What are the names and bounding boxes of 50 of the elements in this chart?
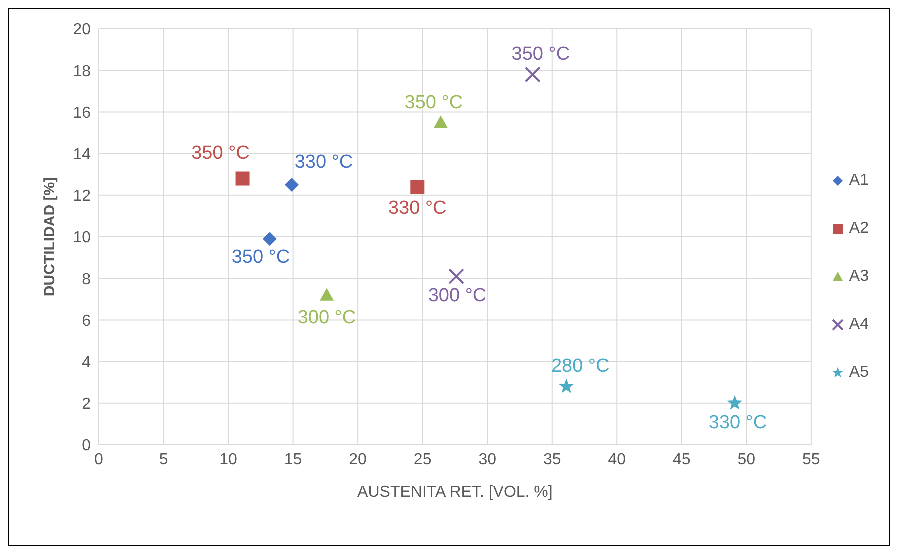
point [558,378,574,394]
y-tick-label: 16 [73,104,92,122]
point [434,116,448,128]
x-tick-label: 20 [349,451,368,468]
y-tick-label: 14 [73,146,92,164]
y-tick-label: 0 [82,438,92,455]
legend-label: A5 [849,364,869,382]
y-tick-label: 18 [73,63,92,80]
annotation: 350 °C [232,247,290,268]
y-tick-label: 8 [82,271,92,288]
x-axis-title: AUSTENITA RET. [VOL. %] [358,484,553,501]
point [285,178,299,192]
y-tick-label: 2 [82,396,92,414]
annotation: 350 °C [192,142,250,164]
point [320,288,334,301]
annotation: 300 °C [298,307,356,328]
x-tick-label: 50 [738,451,756,468]
x-tick-label: 35 [543,451,562,468]
x-tick-label: 40 [608,451,626,468]
x-tick-label: 45 [672,451,691,468]
x-tick-label: 55 [802,451,820,468]
point [727,395,743,410]
x-tick-label: 10 [220,451,238,468]
point [524,66,541,83]
x-tick-label: 15 [284,451,302,468]
annotation: 330 °C [708,412,768,434]
annotation: 350 °C [512,44,570,65]
annotation: 300 °C [428,286,487,307]
point [410,180,425,194]
annotation: 280 °C [551,356,610,377]
y-axis-title: DUCTILIDAD [%] [41,177,58,297]
point [262,232,277,246]
x-tick-label: 0 [94,451,104,468]
point [448,268,465,285]
y-tick-label: 4 [82,354,92,372]
y-tick-label: 6 [82,312,92,330]
annotation: 330 °C [388,198,447,220]
point [236,172,250,186]
x-tick-label: 30 [478,451,497,468]
y-tick-label: 20 [73,22,92,39]
x-tick-label: 25 [414,451,432,468]
y-tick-label: 12 [73,188,92,206]
legend-label: A1 [849,172,869,190]
legend-label: A4 [849,316,869,334]
annotation: 330 °C [294,152,354,174]
legend-label: A2 [849,220,869,238]
y-tick-label: 10 [73,230,92,247]
annotation: 350 °C [404,92,464,114]
legend-label: A3 [849,268,869,286]
x-tick-label: 5 [159,451,168,468]
